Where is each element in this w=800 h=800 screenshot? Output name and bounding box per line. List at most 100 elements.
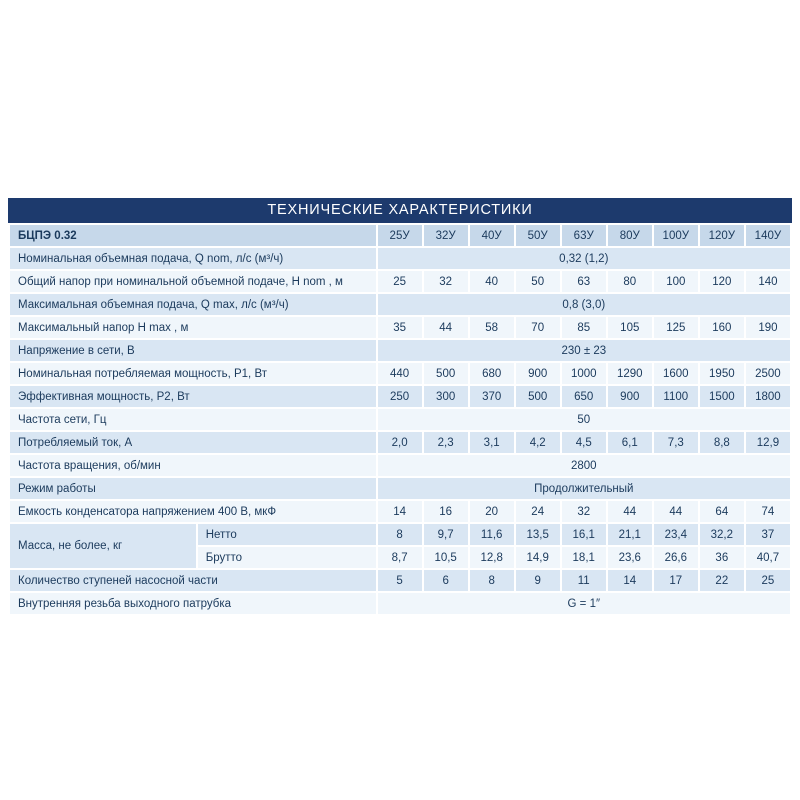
cell-value: 4,2 [513, 430, 562, 455]
column-header: 50У [513, 223, 562, 248]
cell-value: 32 [421, 269, 470, 294]
cell-value: 80 [605, 269, 654, 294]
column-header: 120У [697, 223, 746, 248]
table-row: Максимальная объемная подача, Q max, л/с… [8, 292, 793, 317]
cell-value: 1950 [697, 361, 746, 386]
cell-value: 13,5 [513, 522, 562, 547]
cell-value: 44 [605, 499, 654, 524]
row-label: Максимальный напор H max , м [8, 315, 378, 340]
cell-value: 6 [421, 568, 470, 593]
cell-value: 23,6 [605, 545, 654, 570]
table-row: Эффективная мощность, P2, Вт 250 300 370 500… [8, 384, 793, 409]
cell-value: 21,1 [605, 522, 654, 547]
column-header: 140У [743, 223, 793, 248]
cell-value: 500 [421, 361, 470, 386]
cell-value: 16,1 [559, 522, 608, 547]
row-label: Режим работы [8, 476, 378, 501]
cell-value: 125 [651, 315, 700, 340]
cell-value: 74 [743, 499, 793, 524]
cell-value: 35 [375, 315, 424, 340]
cell-value: 9,7 [421, 522, 470, 547]
cell-value: 120 [697, 269, 746, 294]
table-row: Емкость конденсатора напряжением 400 В, … [8, 499, 793, 524]
row-label: Эффективная мощность, P2, Вт [8, 384, 378, 409]
sub-row-label: Нетто [195, 522, 378, 547]
cell-value: 14 [605, 568, 654, 593]
cell-value: 40,7 [743, 545, 793, 570]
table-row: Брутто 8,7 10,5 12,8 14,9 18,1 23,6 26,6 36 40,7 [9, 545, 793, 570]
span-value: Продолжительный [375, 476, 793, 501]
cell-value: 6,1 [605, 430, 654, 455]
cell-value: 36 [697, 545, 746, 570]
cell-value: 1290 [605, 361, 654, 386]
span-value: 50 [375, 407, 793, 432]
spec-sheet: ТЕХНИЧЕСКИЕ ХАРАКТЕРИСТИКИ БЦПЭ 0.32 25У 3… [8, 198, 793, 616]
column-header: 100У [651, 223, 700, 248]
table-row: Напряжение в сети, В 230 ± 23 [8, 338, 793, 363]
table-row: Потребляемый ток, А 2,0 2,3 3,1 4,2 4,5 6,1 7,3… [8, 430, 793, 455]
span-value: 230 ± 23 [375, 338, 793, 363]
table-row: Масса, не более, кг Нетто 8 9,7 11,6 13,5 16,1… [8, 522, 793, 570]
cell-value: 37 [743, 522, 793, 547]
cell-value: 1500 [697, 384, 746, 409]
cell-value: 64 [697, 499, 746, 524]
cell-value: 4,5 [559, 430, 608, 455]
cell-value: 32,2 [697, 522, 746, 547]
cell-value: 70 [513, 315, 562, 340]
column-header: 63У [559, 223, 608, 248]
cell-value: 32 [559, 499, 608, 524]
table-row: Режим работы Продолжительный [8, 476, 793, 501]
cell-value: 1600 [651, 361, 700, 386]
cell-value: 26,6 [651, 545, 700, 570]
row-label: Частота вращения, об/мин [8, 453, 378, 478]
cell-value: 10,5 [421, 545, 470, 570]
cell-value: 1800 [743, 384, 793, 409]
cell-value: 14 [375, 499, 424, 524]
cell-value: 2,3 [421, 430, 470, 455]
row-label: Максимальная объемная подача, Q max, л/с… [8, 292, 378, 317]
cell-value: 8,7 [375, 545, 424, 570]
span-value: 0,8 (3,0) [375, 292, 793, 317]
column-header: 80У [605, 223, 654, 248]
cell-value: 44 [651, 499, 700, 524]
cell-value: 25 [375, 269, 424, 294]
cell-value: 24 [513, 499, 562, 524]
cell-value: 44 [421, 315, 470, 340]
cell-value: 105 [605, 315, 654, 340]
cell-value: 5 [375, 568, 424, 593]
column-header: 40У [467, 223, 516, 248]
table-row: Частота вращения, об/мин 2800 [8, 453, 793, 478]
spec-table: БЦПЭ 0.32 25У 32У 40У 50У 63У 80У 100У 120У 140У … [8, 223, 793, 616]
cell-value: 11 [559, 568, 608, 593]
cell-value: 8 [467, 568, 516, 593]
row-label: Количество ступеней насосной части [8, 568, 378, 593]
cell-value: 22 [697, 568, 746, 593]
cell-value: 1000 [559, 361, 608, 386]
cell-value: 900 [605, 384, 654, 409]
table-row: Частота сети, Гц 50 [8, 407, 793, 432]
cell-value: 17 [651, 568, 700, 593]
cell-value: 900 [513, 361, 562, 386]
cell-value: 1100 [651, 384, 700, 409]
row-label: Масса, не более, кг [8, 522, 198, 570]
row-label: Номинальная объемная подача, Q nom, л/с … [8, 246, 378, 271]
row-label: Общий напор при номинальной объемной под… [8, 269, 378, 294]
cell-value: 11,6 [467, 522, 516, 547]
model-name: БЦПЭ 0.32 [8, 223, 378, 248]
table-row: Общий напор при номинальной объемной под… [8, 269, 793, 294]
row-label: Потребляемый ток, А [8, 430, 378, 455]
table-row: Номинальная потребляемая мощность, P1, В… [8, 361, 793, 386]
table-header-row: БЦПЭ 0.32 25У 32У 40У 50У 63У 80У 100У 120У 140У [8, 223, 793, 248]
table-row: Максимальный напор H max , м 35 44 58 70 85 10… [8, 315, 793, 340]
cell-value: 63 [559, 269, 608, 294]
cell-value: 650 [559, 384, 608, 409]
table-row: Номинальная объемная подача, Q nom, л/с … [8, 246, 793, 271]
cell-value: 14,9 [513, 545, 562, 570]
span-value: G = 1″ [375, 591, 793, 616]
cell-value: 2,0 [375, 430, 424, 455]
cell-value: 370 [467, 384, 516, 409]
cell-value: 300 [421, 384, 470, 409]
cell-value: 100 [651, 269, 700, 294]
cell-value: 50 [513, 269, 562, 294]
cell-value: 8,8 [697, 430, 746, 455]
